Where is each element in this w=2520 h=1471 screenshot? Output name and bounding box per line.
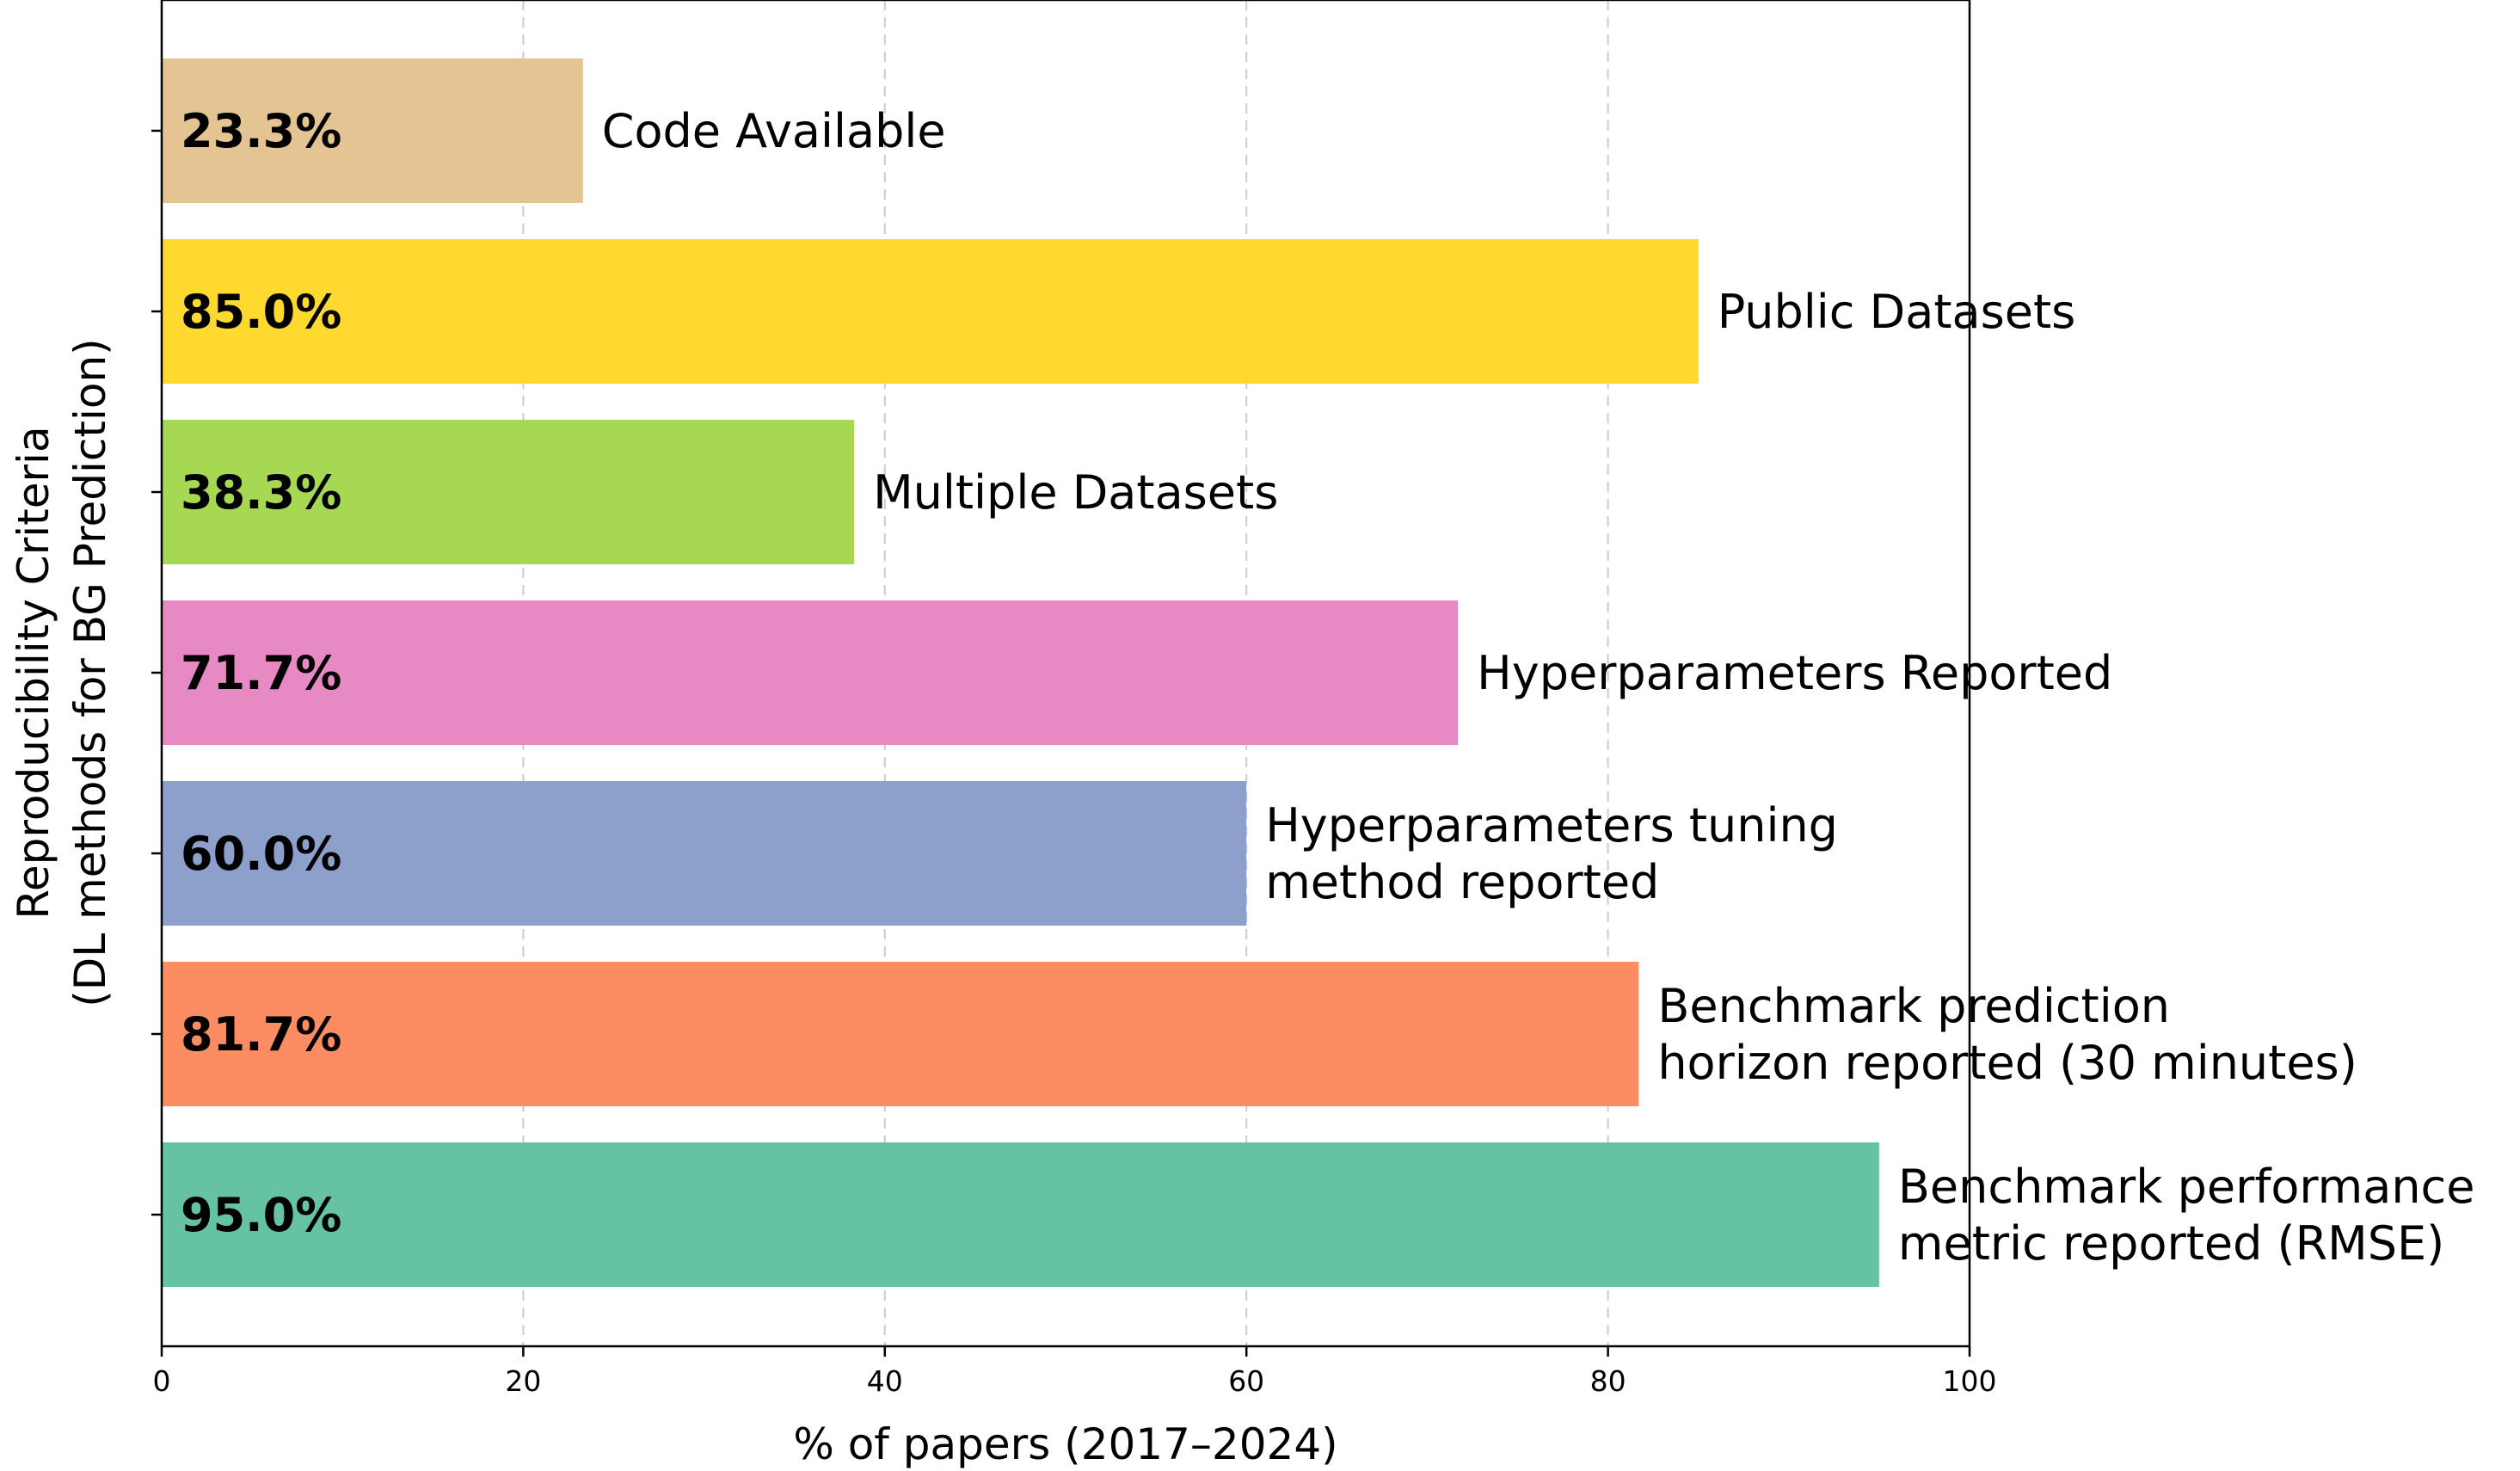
- y-axis-label-line: (DL methods for BG Prediction): [65, 338, 115, 1006]
- bar-value-label: 60.0%: [181, 827, 341, 881]
- y-axis-label: Reproducibility Criteria (DL methods for …: [9, 338, 115, 1006]
- bar-value-label: 95.0%: [181, 1188, 341, 1242]
- bar: [162, 420, 855, 564]
- x-tick-label: 40: [867, 1364, 903, 1398]
- bar-category-label: Code Available: [602, 104, 946, 158]
- bar-category-label: Hyperparameters tuning: [1265, 798, 1838, 852]
- bar-value-label: 71.7%: [181, 646, 341, 700]
- bar: [162, 239, 1699, 384]
- bar: [162, 600, 1459, 745]
- x-tick-label: 60: [1228, 1364, 1264, 1398]
- bar-category-label: method reported: [1265, 855, 1659, 909]
- bar-category-label: Multiple Datasets: [873, 465, 1278, 520]
- x-tick-label: 20: [505, 1364, 541, 1398]
- x-axis-label: % of papers (2017–2024): [793, 1419, 1337, 1469]
- bar: [162, 1142, 1879, 1287]
- bar: [162, 58, 583, 203]
- bar-category-label: Hyperparameters Reported: [1477, 646, 2112, 700]
- x-tick-label: 0: [153, 1364, 171, 1398]
- bar: [162, 781, 1247, 926]
- bar: [162, 962, 1639, 1106]
- bar-category-label: metric reported (RMSE): [1898, 1216, 2444, 1271]
- bar-category-label: Public Datasets: [1718, 285, 2076, 339]
- x-ticks: 0 20 40 60 80 100: [153, 1346, 1997, 1398]
- bar-value-label: 23.3%: [181, 104, 341, 158]
- bar-value-label: 85.0%: [181, 285, 341, 339]
- y-ticks: [151, 129, 162, 1216]
- bar-category-label: Benchmark performance: [1898, 1160, 2475, 1214]
- y-axis-label-line: Reproducibility Criteria: [9, 426, 58, 919]
- bar-category-label: Benchmark prediction: [1657, 979, 2170, 1033]
- x-tick-label: 100: [1943, 1364, 1997, 1398]
- bar-value-label: 38.3%: [181, 465, 341, 520]
- bar-value-label: 81.7%: [181, 1007, 341, 1062]
- bars: 23.3% Code Available 85.0% Public Datasets 3…: [162, 58, 2474, 1287]
- bar-category-label: horizon reported (30 minutes): [1657, 1036, 2357, 1090]
- x-tick-label: 80: [1590, 1364, 1626, 1398]
